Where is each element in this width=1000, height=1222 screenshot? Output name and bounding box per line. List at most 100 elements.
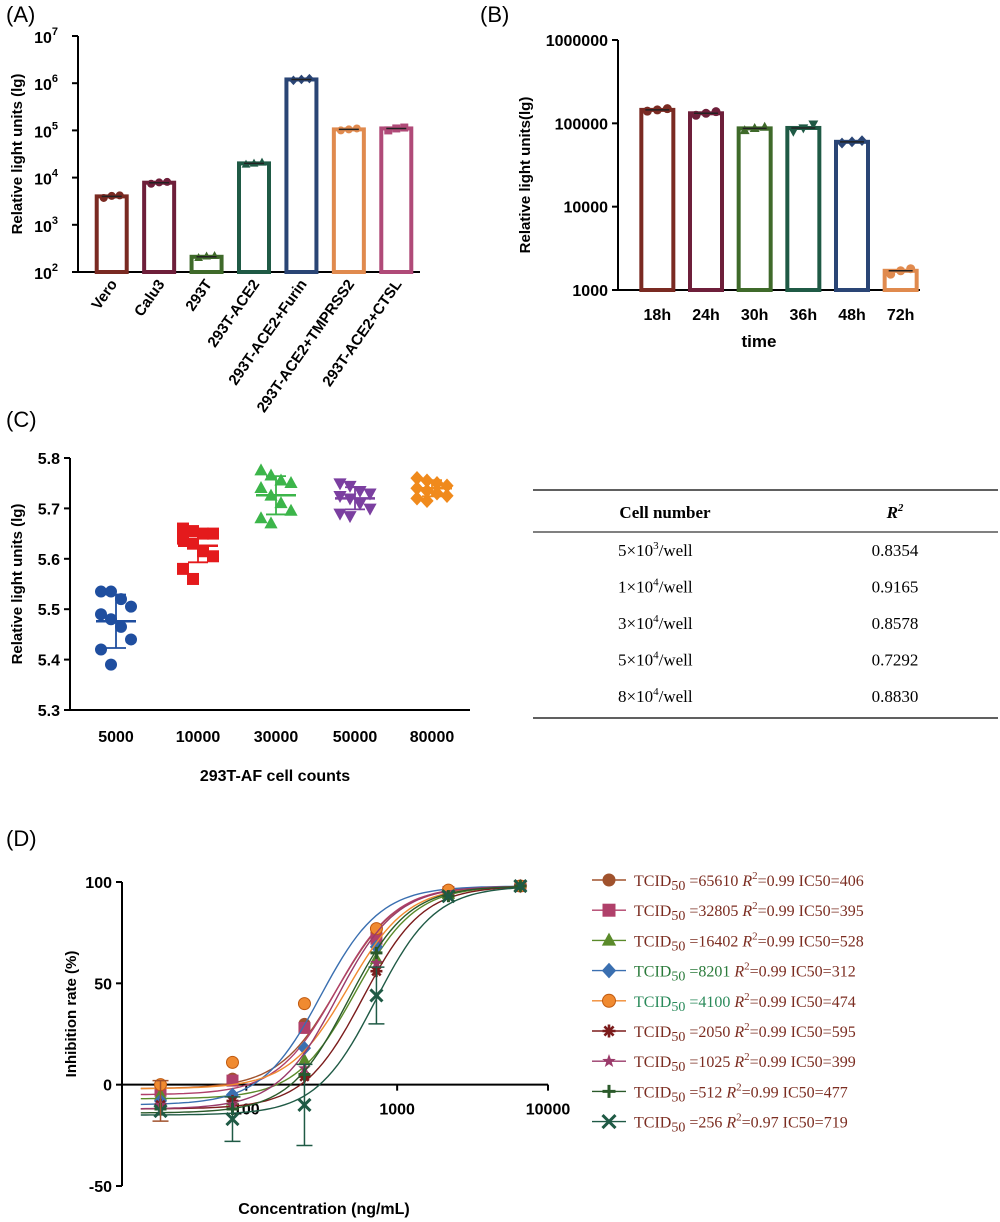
c-point xyxy=(333,508,347,521)
a-point xyxy=(305,73,314,84)
a-y-label: Relative light units (lg) xyxy=(9,74,26,235)
c-point xyxy=(207,527,219,540)
b-x-tick-label: 30h xyxy=(741,307,769,324)
b-bar xyxy=(785,125,822,292)
d-legend-r2: =0.99 IC50=595 xyxy=(750,1024,856,1041)
a-x-tick-label: Vero xyxy=(88,277,121,313)
c-x-tick-label: 5000 xyxy=(98,729,134,746)
b-point xyxy=(662,104,672,114)
d-legend-r2: =0.99 IC50=406 xyxy=(758,873,864,890)
d-point xyxy=(370,956,383,969)
c-point xyxy=(187,525,199,538)
table-cell-r2: 0.7292 xyxy=(872,651,919,670)
c-point xyxy=(264,516,278,529)
a-point xyxy=(163,177,172,186)
b-bar xyxy=(688,111,724,292)
d-legend-r2: =0.99 IC50=395 xyxy=(758,903,864,920)
table-cell-number: 8×104/well xyxy=(618,686,693,706)
panel-label-b: (B) xyxy=(480,2,510,27)
d-legend-marker xyxy=(602,993,616,1008)
d-fit-curve xyxy=(140,886,525,1116)
table-cell-r2: 0.8578 xyxy=(872,614,919,633)
c-y-tick-label: 5.7 xyxy=(38,501,60,518)
d-legend-sup: 2 xyxy=(736,1112,742,1124)
c-point xyxy=(177,522,189,535)
d-legend-tcid: =16402 xyxy=(685,933,742,950)
d-legend-sup: 2 xyxy=(744,991,750,1003)
a-point xyxy=(115,191,124,200)
a-y-tick-exp: 3 xyxy=(52,215,58,227)
c-point xyxy=(254,463,268,476)
a-point xyxy=(400,123,409,132)
b-y-tick-label: 100000 xyxy=(555,116,608,133)
a-x-tick-label: Calu3 xyxy=(131,277,168,320)
d-legend-r2: =0.99 IC50=477 xyxy=(742,1084,848,1101)
d-y-label: Inhibition rate (%) xyxy=(63,951,80,1078)
panel-label-a: (A) xyxy=(6,2,36,27)
c-x-tick-label: 10000 xyxy=(176,729,221,746)
c-point xyxy=(274,473,288,486)
d-y-tick-label: 100 xyxy=(85,875,112,892)
d-legend-label: TCID50 =2050 R2=0.99 IC50=595 xyxy=(634,1021,856,1045)
d-fit-curve xyxy=(140,886,525,1100)
table-cell-unit: /well xyxy=(659,614,693,633)
c-point xyxy=(115,593,127,606)
d-legend-r: R xyxy=(733,1024,744,1041)
table-cell-exp: 4 xyxy=(653,686,659,698)
c-point xyxy=(440,488,454,503)
c-point xyxy=(177,532,189,545)
d-point xyxy=(370,946,383,959)
a-bar xyxy=(237,161,271,274)
c-x-tick-label: 30000 xyxy=(254,729,299,746)
c-y-tick-label: 5.6 xyxy=(38,552,60,569)
c-point xyxy=(343,511,357,524)
a-y-tick-exp: 7 xyxy=(52,26,58,38)
c-point xyxy=(177,562,189,575)
a-y-tick-label: 105 xyxy=(34,120,58,141)
b-bar xyxy=(736,126,773,292)
a-y-tick-label: 107 xyxy=(34,26,58,47)
a-bar xyxy=(94,194,129,274)
c-point xyxy=(410,491,424,506)
d-y-tick-label: 50 xyxy=(94,976,112,993)
c-x-label: 293T-AF cell counts xyxy=(200,768,350,785)
c-point xyxy=(105,658,117,671)
a-bar xyxy=(142,180,177,274)
c-point xyxy=(254,511,268,524)
a-bar xyxy=(379,126,414,274)
d-legend-sub: 50 xyxy=(671,970,685,985)
d-fit-curve xyxy=(140,886,525,1110)
c-y-tick-label: 5.4 xyxy=(38,653,60,670)
d-fit-curve xyxy=(140,885,525,1096)
table-cell-exp: 4 xyxy=(653,613,659,625)
b-point xyxy=(906,264,916,274)
b-bar xyxy=(834,139,870,292)
table-cell-exp: 4 xyxy=(653,577,659,589)
table-cell-exp: 4 xyxy=(653,650,659,662)
a-bar xyxy=(284,77,319,274)
table-header-sup: 2 xyxy=(897,502,904,514)
b-bar xyxy=(639,107,676,292)
d-legend-marker xyxy=(602,1024,616,1038)
table-cell-exp: 3 xyxy=(653,540,659,552)
a-y-tick-exp: 6 xyxy=(52,73,58,85)
table-cell-unit: /well xyxy=(659,687,693,706)
d-legend-marker xyxy=(601,962,617,979)
d-legend-r2: =0.99 IC50=312 xyxy=(750,964,856,981)
d-legend-r: R xyxy=(733,964,744,981)
c-point xyxy=(197,545,209,558)
a-y-tick-exp: 5 xyxy=(52,120,58,132)
b-x-label: time xyxy=(742,332,777,351)
a-point xyxy=(352,124,361,133)
a-y-tick-label: 104 xyxy=(34,168,59,189)
d-fit-curve xyxy=(140,885,525,1110)
d-legend-sub: 50 xyxy=(671,879,685,894)
b-x-tick-label: 48h xyxy=(838,307,866,324)
b-point xyxy=(642,106,652,116)
table-cell-r2: 0.9165 xyxy=(872,578,919,597)
c-point xyxy=(95,585,107,598)
b-x-tick-label: 18h xyxy=(644,307,672,324)
b-point xyxy=(798,124,809,134)
c-point xyxy=(333,478,347,491)
d-legend-tcid: =4100 xyxy=(685,994,734,1011)
